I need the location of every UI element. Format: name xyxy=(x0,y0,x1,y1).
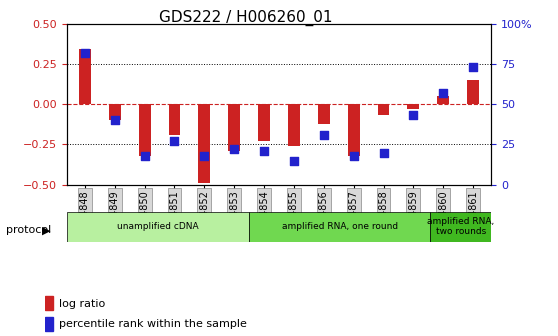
FancyBboxPatch shape xyxy=(430,212,491,242)
Bar xyxy=(198,104,210,183)
Point xyxy=(230,146,239,152)
Bar xyxy=(45,296,53,310)
Text: percentile rank within the sample: percentile rank within the sample xyxy=(59,319,247,329)
Bar xyxy=(79,49,91,104)
Bar xyxy=(437,96,449,104)
Bar xyxy=(467,80,479,104)
Point xyxy=(349,153,358,159)
Bar xyxy=(348,104,360,156)
Text: GDS222 / H006260_01: GDS222 / H006260_01 xyxy=(159,10,332,26)
Text: protocol: protocol xyxy=(6,225,51,235)
Point xyxy=(110,118,119,123)
Point xyxy=(439,90,448,95)
Point xyxy=(469,65,478,70)
Point xyxy=(170,138,179,144)
Bar xyxy=(407,104,420,109)
Bar xyxy=(109,104,121,120)
Bar xyxy=(288,104,300,146)
Bar xyxy=(378,104,389,116)
Text: log ratio: log ratio xyxy=(59,299,105,308)
Point xyxy=(200,153,209,159)
FancyBboxPatch shape xyxy=(67,212,249,242)
Bar xyxy=(138,104,151,156)
Bar xyxy=(228,104,240,151)
Point xyxy=(319,132,328,137)
Point xyxy=(409,113,418,118)
FancyBboxPatch shape xyxy=(249,212,430,242)
Bar xyxy=(169,104,180,135)
Point xyxy=(259,148,268,154)
Text: unamplified cDNA: unamplified cDNA xyxy=(117,222,199,231)
Text: amplified RNA,
two rounds: amplified RNA, two rounds xyxy=(427,217,494,237)
Bar xyxy=(258,104,270,141)
Point xyxy=(140,153,149,159)
Text: amplified RNA, one round: amplified RNA, one round xyxy=(282,222,398,231)
Text: ▶: ▶ xyxy=(42,225,50,235)
Point xyxy=(80,50,89,55)
Point xyxy=(379,150,388,155)
Bar xyxy=(318,104,330,124)
Point xyxy=(290,158,299,163)
Bar xyxy=(45,317,53,331)
